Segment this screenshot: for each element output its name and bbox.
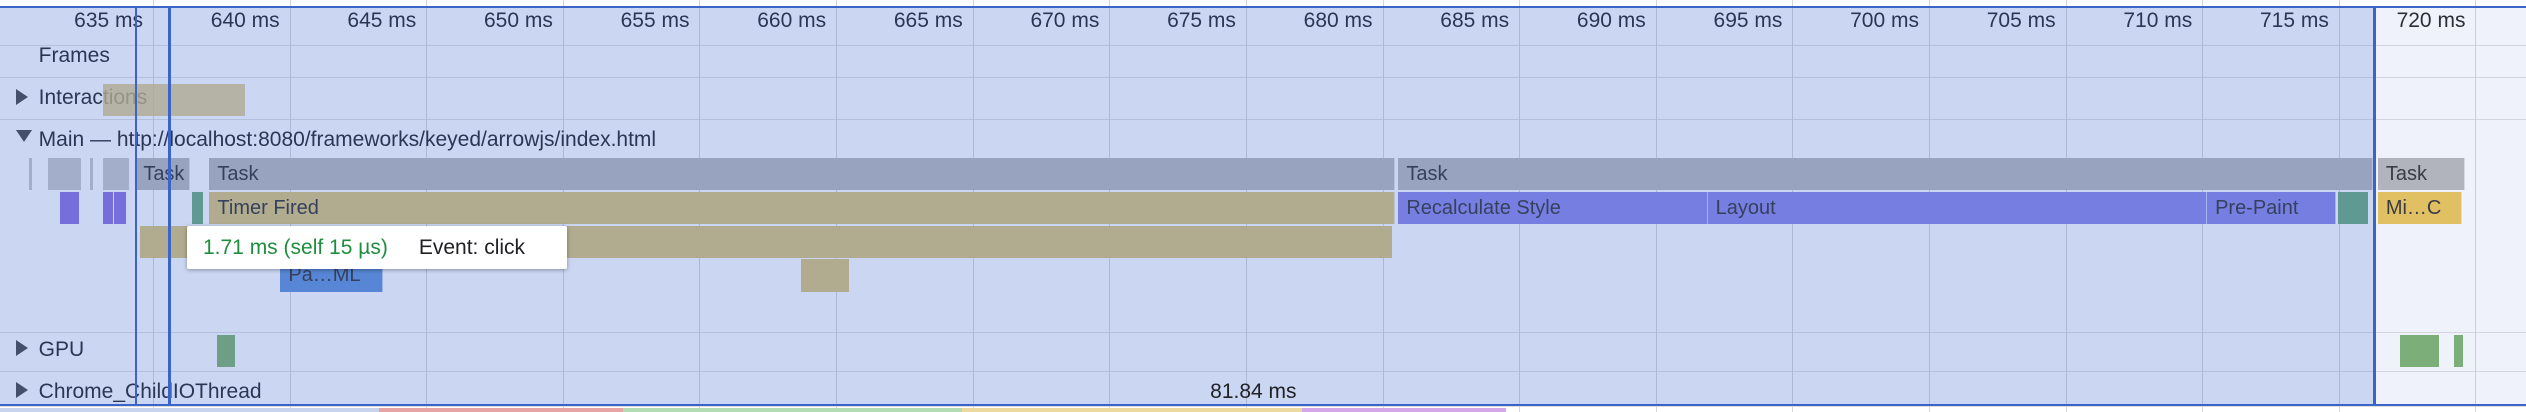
overview-strip	[378, 407, 624, 412]
event-bar	[48, 157, 81, 191]
grid-line	[2475, 0, 2477, 412]
selection-duration: 81.84 ms	[1210, 379, 1297, 403]
event-bar: Recalculate Style	[1398, 191, 1708, 224]
selection-edge	[0, 6, 2526, 9]
track-label[interactable]: Frames	[38, 44, 110, 68]
tick-label: 680 ms	[1303, 9, 1373, 32]
tick-label: 660 ms	[757, 9, 827, 32]
row-divider	[0, 370, 2526, 372]
selection-edge	[0, 404, 2526, 407]
overview-strip	[961, 407, 1302, 412]
row-divider	[0, 119, 2526, 121]
interaction-bar	[103, 83, 245, 116]
overview-strip	[623, 407, 962, 412]
event-bar	[2337, 191, 2369, 224]
gpu-bar	[2453, 335, 2464, 368]
event-bar: Timer Fired	[209, 191, 1396, 224]
tick-label: 675 ms	[1167, 9, 1236, 32]
gpu-bar	[217, 335, 236, 368]
expand-arrow[interactable]	[16, 339, 28, 356]
event-bar	[28, 157, 33, 191]
row-divider	[0, 77, 2526, 79]
event-bar	[90, 157, 94, 191]
tick-label: 695 ms	[1713, 9, 1783, 32]
selection-overlay	[2373, 6, 2526, 406]
event-bar: Mi…C	[2377, 191, 2462, 224]
tick-label: 635 ms	[74, 9, 144, 32]
tick-label: 700 ms	[1850, 9, 1919, 32]
tick-label: 640 ms	[210, 9, 280, 32]
selection-edge	[135, 6, 137, 406]
event-bar	[59, 191, 79, 224]
tick-label: 715 ms	[2259, 9, 2329, 32]
selection-overlay	[0, 6, 2373, 406]
tick-label: 710 ms	[2123, 9, 2193, 32]
row-divider	[0, 405, 2526, 407]
track-label[interactable]: GPU	[38, 337, 85, 361]
track-label[interactable]: Chrome_ChildIOThread	[38, 379, 262, 403]
expand-arrow[interactable]	[16, 88, 28, 105]
event-bar	[103, 191, 113, 224]
event-bar	[800, 259, 849, 292]
row-divider	[0, 45, 2526, 47]
tick-label: 645 ms	[347, 9, 417, 32]
event-bar	[191, 191, 203, 224]
tick-label: 705 ms	[1986, 9, 2056, 32]
tick-label: 720 ms	[2396, 9, 2466, 32]
tooltip-event: Event: click	[418, 236, 526, 260]
event-bar: Layout	[1707, 191, 2208, 224]
tick-label: 665 ms	[893, 9, 963, 32]
tick-label: 650 ms	[484, 9, 553, 32]
tick-label: 655 ms	[620, 9, 690, 32]
tooltip-duration: 1.71 ms (self 15 µs)	[202, 236, 388, 260]
selection-edge	[167, 6, 171, 406]
event-bar	[114, 191, 126, 224]
event-bar	[103, 157, 129, 191]
tooltip	[186, 225, 568, 270]
tick-label: 670 ms	[1030, 9, 1100, 32]
task-bar: Task	[209, 157, 1396, 191]
event-bar: Pre-Paint	[2207, 191, 2336, 224]
gpu-bar	[2400, 335, 2440, 368]
tick-label: 690 ms	[1576, 9, 1646, 32]
overview-strip	[1301, 407, 1507, 412]
task-bar: Task	[1398, 157, 2373, 191]
overview-strip	[0, 407, 379, 412]
track-label[interactable]: Main — http://localhost:8080/frameworks/…	[38, 128, 657, 152]
selection-edge	[2373, 6, 2377, 406]
task-bar: Task	[135, 157, 191, 191]
task-bar: Task	[2377, 157, 2465, 191]
row-divider	[0, 331, 2526, 333]
tick-label: 685 ms	[1440, 9, 1510, 32]
expand-arrow[interactable]	[16, 381, 28, 398]
grid-line	[153, 0, 155, 412]
expand-arrow[interactable]	[16, 130, 32, 143]
